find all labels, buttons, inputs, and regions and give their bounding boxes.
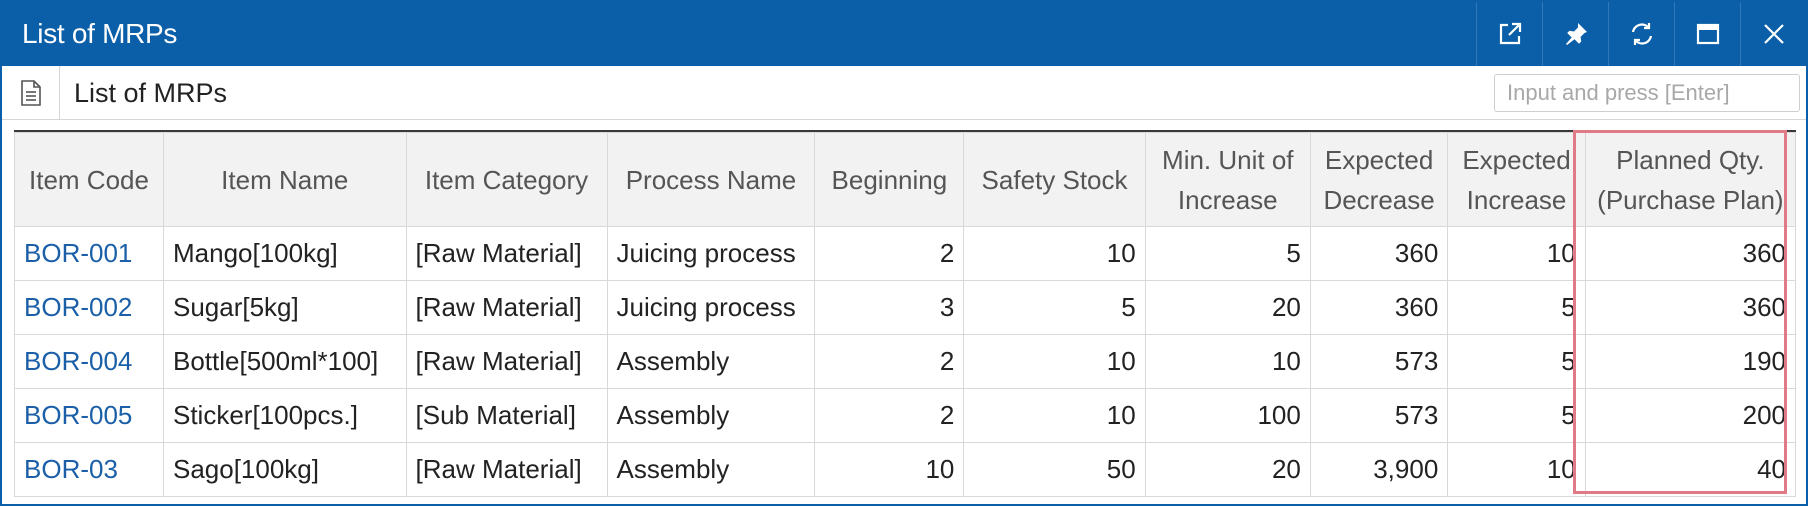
- item-code-cell: BOR-001: [14, 226, 164, 281]
- item-name-cell: Sticker[100pcs.]: [162, 388, 407, 443]
- title-bar: List of MRPs: [2, 2, 1806, 66]
- process-name-cell: Juicing process: [606, 280, 816, 335]
- item-category-cell: [Raw Material]: [405, 280, 608, 335]
- safety-stock-cell: 5: [963, 280, 1146, 335]
- expected-increase-cell: 10: [1447, 442, 1586, 497]
- table-row: BOR-002 Sugar[5kg] [Raw Material] Juicin…: [14, 280, 1797, 335]
- item-name-cell: Sugar[5kg]: [162, 280, 407, 335]
- safety-stock-cell: 10: [963, 334, 1146, 389]
- process-name-cell: Juicing process: [606, 226, 816, 281]
- external-link-icon: [1499, 22, 1521, 45]
- item-code-link[interactable]: BOR-03: [24, 454, 118, 484]
- maximize-icon: [1696, 23, 1719, 45]
- item-code-link[interactable]: BOR-004: [24, 346, 133, 376]
- pin-button[interactable]: [1542, 2, 1608, 66]
- process-name-cell: Assembly: [606, 334, 816, 389]
- window-controls: [1476, 2, 1806, 66]
- column-header-expected-decrease[interactable]: Expected Decrease: [1309, 132, 1449, 227]
- beginning-cell: 2: [814, 388, 965, 443]
- beginning-cell: 2: [814, 226, 965, 281]
- table-header-row: Item Code Item Name Item Category Proces…: [14, 132, 1797, 227]
- open-new-window-button[interactable]: [1476, 2, 1542, 66]
- mrp-table: Item Code Item Name Item Category Proces…: [14, 132, 1797, 497]
- column-header-item-name[interactable]: Item Name: [162, 132, 407, 227]
- column-header-expected-increase[interactable]: Expected Increase: [1447, 132, 1586, 227]
- column-header-min-unit-of-increase[interactable]: Min. Unit of Increase: [1144, 132, 1311, 227]
- planned-qty-cell: 190: [1584, 334, 1797, 389]
- item-code-link[interactable]: BOR-005: [24, 400, 133, 430]
- column-header-item-category[interactable]: Item Category: [405, 132, 608, 227]
- min-unit-cell: 100: [1144, 388, 1311, 443]
- safety-stock-cell: 10: [963, 226, 1146, 281]
- expected-decrease-cell: 573: [1309, 388, 1449, 443]
- document-icon-cell: [2, 66, 60, 120]
- column-header-process-name[interactable]: Process Name: [606, 132, 816, 227]
- table-row: BOR-004 Bottle[500ml*100] [Raw Material]…: [14, 334, 1797, 389]
- refresh-icon: [1631, 23, 1652, 45]
- item-code-link[interactable]: BOR-001: [24, 238, 133, 268]
- min-unit-cell: 10: [1144, 334, 1311, 389]
- expected-increase-cell: 5: [1447, 388, 1586, 443]
- item-code-link[interactable]: BOR-002: [24, 292, 133, 322]
- beginning-cell: 10: [814, 442, 965, 497]
- min-unit-cell: 5: [1144, 226, 1311, 281]
- refresh-button[interactable]: [1608, 2, 1674, 66]
- item-code-cell: BOR-002: [14, 280, 164, 335]
- item-name-cell: Sago[100kg]: [162, 442, 407, 497]
- process-name-cell: Assembly: [606, 442, 816, 497]
- document-icon: [20, 80, 41, 106]
- table-row: BOR-03 Sago[100kg] [Raw Material] Assemb…: [14, 442, 1797, 497]
- column-header-beginning[interactable]: Beginning: [814, 132, 965, 227]
- min-unit-cell: 20: [1144, 442, 1311, 497]
- maximize-button[interactable]: [1674, 2, 1740, 66]
- item-category-cell: [Raw Material]: [405, 334, 608, 389]
- min-unit-cell: 20: [1144, 280, 1311, 335]
- close-button[interactable]: [1740, 2, 1806, 66]
- column-header-planned-qty[interactable]: Planned Qty. (Purchase Plan): [1584, 132, 1797, 227]
- item-category-cell: [Raw Material]: [405, 226, 608, 281]
- safety-stock-cell: 50: [963, 442, 1146, 497]
- item-code-cell: BOR-03: [14, 442, 164, 497]
- table-row: BOR-001 Mango[100kg] [Raw Material] Juic…: [14, 226, 1797, 281]
- column-header-safety-stock[interactable]: Safety Stock: [963, 132, 1146, 227]
- expected-decrease-cell: 3,900: [1309, 442, 1449, 497]
- page-title: List of MRPs: [74, 78, 228, 108]
- pin-icon: [1565, 23, 1587, 45]
- expected-decrease-cell: 360: [1309, 280, 1449, 335]
- expected-increase-cell: 10: [1447, 226, 1586, 281]
- beginning-cell: 2: [814, 334, 965, 389]
- item-category-cell: [Sub Material]: [405, 388, 608, 443]
- planned-qty-cell: 360: [1584, 226, 1797, 281]
- list-header: List of MRPs: [2, 66, 1806, 120]
- planned-qty-cell: 360: [1584, 280, 1797, 335]
- close-icon: [1763, 24, 1784, 44]
- expected-decrease-cell: 360: [1309, 226, 1449, 281]
- table-row: BOR-005 Sticker[100pcs.] [Sub Material] …: [14, 388, 1797, 443]
- mrp-table-container: Item Code Item Name Item Category Proces…: [14, 130, 1797, 497]
- expected-decrease-cell: 573: [1309, 334, 1449, 389]
- item-category-cell: [Raw Material]: [405, 442, 608, 497]
- item-name-cell: Bottle[500ml*100]: [162, 334, 407, 389]
- planned-qty-cell: 40: [1584, 442, 1797, 497]
- beginning-cell: 3: [814, 280, 965, 335]
- search-input[interactable]: [1494, 74, 1800, 112]
- process-name-cell: Assembly: [606, 388, 816, 443]
- safety-stock-cell: 10: [963, 388, 1146, 443]
- expected-increase-cell: 5: [1447, 334, 1586, 389]
- planned-qty-cell: 200: [1584, 388, 1797, 443]
- column-header-item-code[interactable]: Item Code: [14, 132, 164, 227]
- item-name-cell: Mango[100kg]: [162, 226, 407, 281]
- item-code-cell: BOR-004: [14, 334, 164, 389]
- item-code-cell: BOR-005: [14, 388, 164, 443]
- expected-increase-cell: 5: [1447, 280, 1586, 335]
- window-title: List of MRPs: [22, 18, 178, 49]
